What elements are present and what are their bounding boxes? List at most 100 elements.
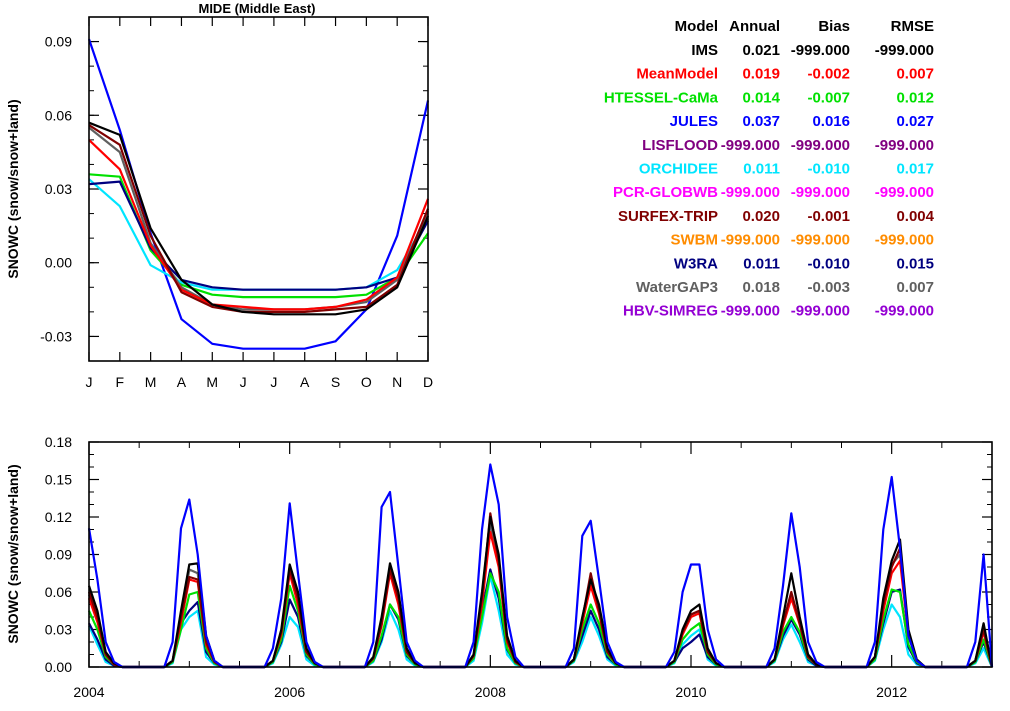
bottom-y-tick-label: 0.18 bbox=[45, 434, 72, 450]
top-series-line-w3ra bbox=[88, 180, 429, 291]
stats-cell-jules-rmse: 0.027 bbox=[896, 113, 934, 130]
bottom-y-axis-label: SNOWC (snow/snow+land) bbox=[5, 464, 21, 643]
top-x-tick-label: A bbox=[177, 374, 187, 390]
bottom-series-line-orchidee bbox=[87, 574, 994, 669]
stats-cell-swbm-rmse: -999.000 bbox=[875, 232, 934, 249]
stats-cell-htessel-cama-model: HTESSEL-CaMa bbox=[604, 89, 719, 106]
stats-cell-watergap3-annual: 0.018 bbox=[742, 279, 780, 296]
bottom-series-line-w3ra bbox=[88, 568, 994, 669]
stats-cell-lisflood-bias: -999.000 bbox=[791, 137, 850, 154]
top-series-line-ims bbox=[88, 121, 430, 316]
stats-cell-lisflood-model: LISFLOOD bbox=[642, 137, 718, 154]
bottom-series-line-surfex-trip bbox=[87, 512, 994, 669]
stats-cell-surfex-trip-model: SURFEX-TRIP bbox=[618, 208, 718, 225]
stats-cell-w3ra-model: W3RA bbox=[674, 255, 718, 272]
bottom-x-tick-label: 2010 bbox=[675, 684, 706, 700]
stats-cell-meanmodel-rmse: 0.007 bbox=[896, 66, 934, 83]
stats-cell-watergap3-model: WaterGAP3 bbox=[636, 279, 718, 296]
stats-cell-swbm-annual: -999.000 bbox=[721, 232, 780, 249]
climatology-panel: MIDE (Middle East) SNOWC (snow/snow+land… bbox=[5, 1, 433, 390]
top-x-tick-label: M bbox=[206, 374, 218, 390]
stats-cell-htessel-cama-bias: -0.007 bbox=[807, 89, 850, 106]
bottom-y-tick-label: 0.00 bbox=[45, 659, 72, 675]
stats-cell-pcr-globwb-annual: -999.000 bbox=[721, 184, 780, 201]
stats-cell-orchidee-bias: -0.010 bbox=[807, 161, 850, 178]
bottom-axis-ticks: 2004 2006 2008 2010 2012 0.00 0.03 0.06 0.09 0.12… bbox=[45, 434, 993, 700]
stats-cell-pcr-globwb-bias: -999.000 bbox=[791, 184, 850, 201]
stats-cell-meanmodel-model: MeanModel bbox=[636, 66, 718, 83]
stats-cell-lisflood-rmse: -999.000 bbox=[875, 137, 934, 154]
stats-cell-ims-annual: 0.021 bbox=[742, 42, 780, 59]
stats-cell-jules-annual: 0.037 bbox=[742, 113, 780, 130]
stats-cell-orchidee-rmse: 0.017 bbox=[896, 161, 934, 178]
stats-cell-w3ra-bias: -0.010 bbox=[807, 255, 850, 272]
top-y-axis-label: SNOWC (snow/snow+land) bbox=[5, 99, 21, 278]
bottom-series-line-meanmodel bbox=[87, 530, 994, 669]
stats-cell-hbv-simreg-model: HBV-SIMREG bbox=[623, 303, 718, 320]
top-x-tick-label: J bbox=[240, 374, 247, 390]
stats-cell-jules-model: JULES bbox=[670, 113, 718, 130]
stats-cell-w3ra-rmse: 0.015 bbox=[896, 255, 934, 272]
bottom-y-tick-label: 0.03 bbox=[45, 622, 72, 638]
header-rmse: RMSE bbox=[891, 18, 934, 35]
bottom-y-tick-label: 0.06 bbox=[45, 584, 72, 600]
top-x-tick-label: D bbox=[423, 374, 433, 390]
stats-cell-swbm-bias: -999.000 bbox=[791, 232, 850, 249]
top-y-tick-label: 0.00 bbox=[45, 255, 72, 271]
stats-cell-htessel-cama-annual: 0.014 bbox=[742, 89, 780, 106]
header-bias: Bias bbox=[818, 18, 850, 35]
stats-cell-htessel-cama-rmse: 0.012 bbox=[896, 89, 934, 106]
bottom-plot-frame bbox=[88, 441, 993, 668]
top-series-line-watergap3 bbox=[88, 126, 430, 311]
bottom-series-lines bbox=[87, 463, 994, 669]
stats-cell-surfex-trip-annual: 0.020 bbox=[742, 208, 780, 225]
timeseries-panel: SNOWC (snow/snow+land) 2004 2006 2008 2010 2… bbox=[5, 434, 994, 700]
bottom-x-tick-label: 2008 bbox=[475, 684, 506, 700]
stats-cell-lisflood-annual: -999.000 bbox=[721, 137, 780, 154]
top-y-tick-label: 0.06 bbox=[45, 107, 72, 123]
top-x-tick-label: J bbox=[270, 374, 277, 390]
top-x-tick-label: M bbox=[145, 374, 157, 390]
bottom-x-tick-label: 2004 bbox=[73, 684, 104, 700]
stats-cell-watergap3-rmse: 0.007 bbox=[896, 279, 934, 296]
stats-cell-pcr-globwb-rmse: -999.000 bbox=[875, 184, 934, 201]
stats-cell-ims-bias: -999.000 bbox=[791, 42, 850, 59]
top-x-tick-label: N bbox=[392, 374, 402, 390]
stats-cell-meanmodel-bias: -0.002 bbox=[807, 66, 850, 83]
stats-cell-orchidee-annual: 0.011 bbox=[743, 161, 780, 178]
stats-cell-hbv-simreg-rmse: -999.000 bbox=[875, 303, 934, 320]
stats-cell-w3ra-annual: 0.011 bbox=[743, 255, 780, 272]
stats-cell-swbm-model: SWBM bbox=[671, 232, 719, 249]
bottom-series-line-jules bbox=[87, 463, 994, 669]
bottom-y-tick-label: 0.12 bbox=[45, 509, 72, 525]
stats-rows: IMS 0.021 -999.000 -999.000 MeanModel 0.019 -0… bbox=[604, 42, 935, 320]
stats-cell-meanmodel-annual: 0.019 bbox=[742, 66, 780, 83]
stats-cell-orchidee-model: ORCHIDEE bbox=[639, 161, 718, 178]
top-series-lines bbox=[87, 38, 430, 350]
top-y-tick-label: 0.03 bbox=[45, 181, 72, 197]
bottom-x-tick-label: 2012 bbox=[876, 684, 907, 700]
stats-cell-surfex-trip-bias: -0.001 bbox=[807, 208, 850, 225]
bottom-y-tick-label: 0.09 bbox=[45, 547, 72, 563]
top-y-tick-label: -0.03 bbox=[40, 328, 72, 344]
top-x-tick-label: O bbox=[361, 374, 372, 390]
bottom-series-line-watergap3 bbox=[87, 522, 994, 669]
stats-cell-ims-rmse: -999.000 bbox=[875, 42, 934, 59]
stats-table: Model Annual Bias RMSE IMS 0.021 -999.000-… bbox=[604, 18, 935, 320]
stats-cell-watergap3-bias: -0.003 bbox=[807, 279, 850, 296]
stats-cell-jules-bias: 0.016 bbox=[812, 113, 850, 130]
top-x-tick-label: S bbox=[331, 374, 340, 390]
stats-cell-hbv-simreg-bias: -999.000 bbox=[791, 303, 850, 320]
top-series-line-surfex-trip bbox=[88, 124, 430, 313]
top-axis-ticks: J F M A M J J A S O N D -0.03 0.00 0.03 0.06 0.09 bbox=[40, 16, 433, 390]
top-series-line-meanmodel bbox=[88, 139, 430, 311]
stats-cell-hbv-simreg-annual: -999.000 bbox=[721, 303, 780, 320]
top-y-tick-label: 0.09 bbox=[45, 34, 72, 50]
stats-cell-surfex-trip-rmse: 0.004 bbox=[896, 208, 934, 225]
top-chart-title: MIDE (Middle East) bbox=[198, 1, 315, 16]
header-annual: Annual bbox=[729, 18, 780, 35]
header-model: Model bbox=[675, 18, 718, 35]
top-x-tick-label: F bbox=[116, 374, 125, 390]
top-x-tick-label: A bbox=[300, 374, 310, 390]
